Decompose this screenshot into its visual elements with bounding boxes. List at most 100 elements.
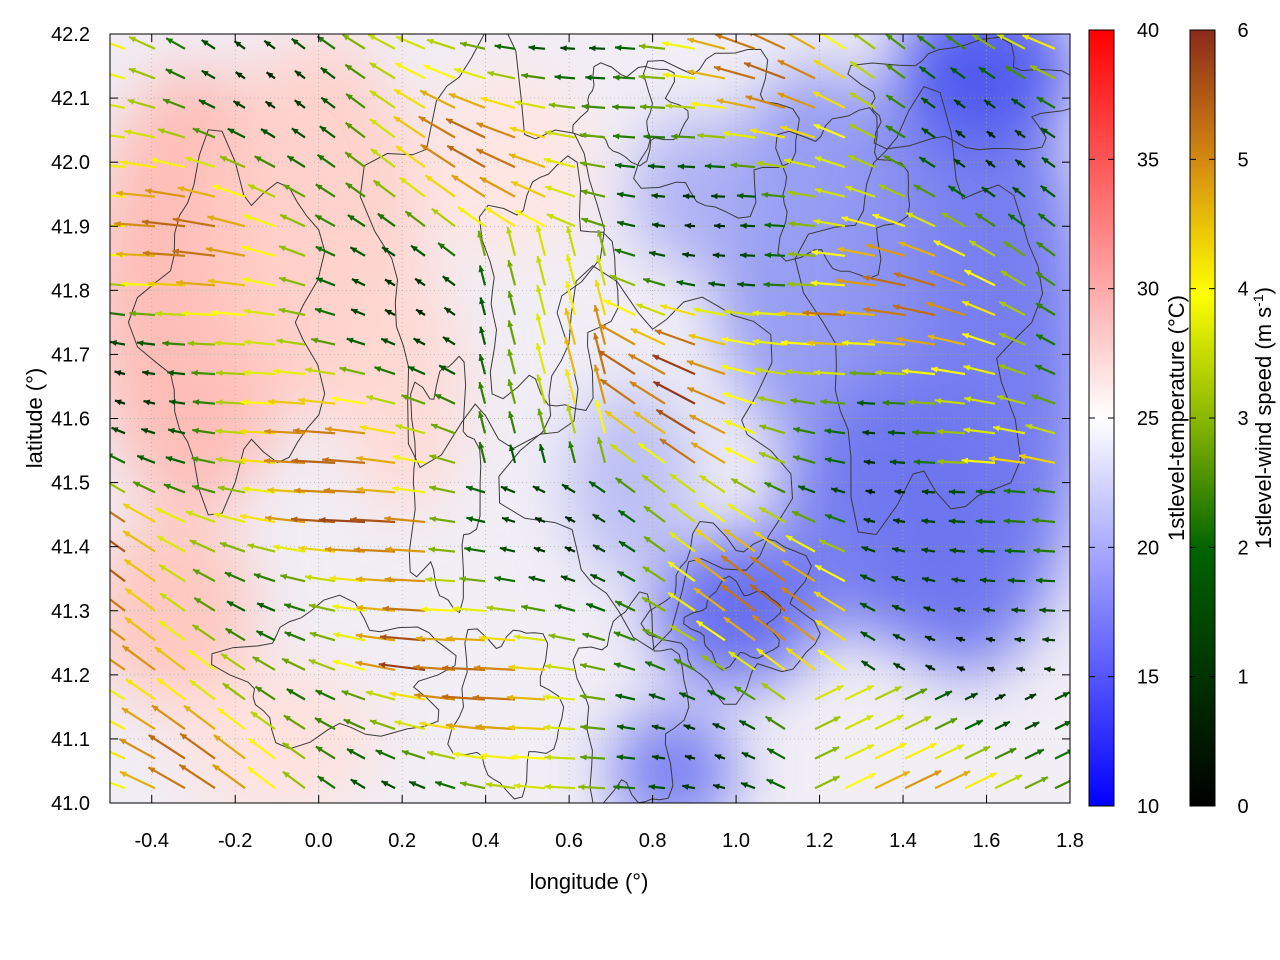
wind-vector-head [514,100,522,106]
wind-vector-head [615,44,622,51]
wind-vector [863,307,906,317]
wind-vector-head [963,427,971,434]
wind-vector-head [381,338,389,344]
wind-vector-head [129,36,137,43]
wind-vector-head [936,428,944,435]
wind-vector-head [485,207,493,214]
wind-vector-head [615,477,623,485]
wind-vector-head [286,689,294,695]
wind-vector-head [446,118,454,125]
wind-vector-head [701,655,709,662]
wind-vector-head [686,360,694,367]
wind-vector [802,311,846,317]
wind-vector [141,220,186,228]
wind-vector-head [94,776,101,782]
wind-vector-head [633,411,641,418]
wind-vector-head [125,679,133,686]
wind-vector-head [648,693,656,700]
wind-vector-head [157,678,164,685]
wind-vector-head [507,379,514,387]
wind-vector-head [693,557,701,564]
wind-vector [263,459,306,464]
wind-vector [593,364,607,404]
wind-vector-head [1003,518,1010,525]
wind-vector-head [351,308,358,315]
wind-vector [874,770,911,790]
wind-vector-head [836,685,844,692]
wind-vector-head [581,103,589,110]
colorbar-tick-label: 10 [1137,796,1159,818]
wind-vector-head [319,517,326,524]
wind-vector-head [162,340,169,347]
wind-vector-head [924,635,932,642]
wind-vector-head [919,66,927,73]
wind-vector-head [723,130,730,137]
wind-vector-head [750,584,757,591]
wind-vector-head [716,98,724,105]
wind-label-sup: -1 [1250,294,1266,307]
wind-vector-head [487,70,495,77]
wind-vector-head [247,543,255,550]
wind-vector [599,378,636,405]
wind-vector-head [885,64,893,71]
wind-vector-head [920,688,927,695]
wind-vector-head [366,395,374,401]
wind-vector-head [332,659,340,666]
wind-vector-head [984,100,992,107]
wind-vector-head [712,723,720,729]
wind-vector-head [1042,636,1049,643]
wind-vector-head [752,615,760,622]
wind-vector-head [291,457,298,464]
colorbar-tick-label: 40 [1137,20,1159,42]
wind-vector-head [926,301,934,308]
wind-vector-head [1041,777,1048,783]
wind-vector-head [508,664,515,671]
wind-vector-head [761,683,769,690]
wind-vector-head [315,246,323,253]
wind-vector [655,408,696,435]
wind-vector-head [1003,488,1011,495]
wind-vector-head [862,275,870,281]
wind-vector-head [225,628,233,635]
wind-vector-head [665,103,673,110]
wind-vector-head [636,303,644,310]
wind-vector-head [359,424,367,431]
wind-vector-head [141,219,149,226]
wind-vector-head [652,222,659,229]
wind-vector-head [215,428,222,435]
wind-vector-head [90,222,96,228]
wind-vector [110,283,126,287]
wind-vector-head [193,569,200,575]
wind-vector-head [464,546,471,553]
wind-vector-head [460,41,467,48]
wind-vector-head [353,546,360,553]
wind-vector [384,578,426,583]
wind-vector-head [235,72,243,79]
wind-vector-head [447,145,455,152]
wind-vector-head [956,636,963,643]
wind-vector-head [754,367,762,374]
wind-vector-head [707,690,715,696]
wind-vector-head [928,270,936,276]
wind-vector-head [494,575,502,582]
x-tick-label: 1.0 [722,830,750,852]
wind-vector-head [931,366,938,373]
wind-vector [627,353,666,376]
wind-vector-head [756,648,764,655]
wind-vector-head [323,487,330,494]
wind-vector-head [122,645,130,652]
wind-vector-head [1008,214,1016,221]
wind-vector [446,144,486,169]
y-tick-label: 41.4 [51,537,90,559]
wind-vector-head [148,767,156,774]
wind-vector-head [369,90,377,97]
wind-vector-head [256,631,264,637]
wind-vector-head [486,605,494,612]
wind-vector-head [395,145,403,152]
wind-vector-head [254,156,262,162]
wind-vector-head [651,192,658,199]
wind-vector-head [962,301,970,307]
wind-vector-head [1011,98,1019,105]
wind-vector-head [993,425,1000,432]
wind-vector-head [280,573,288,580]
